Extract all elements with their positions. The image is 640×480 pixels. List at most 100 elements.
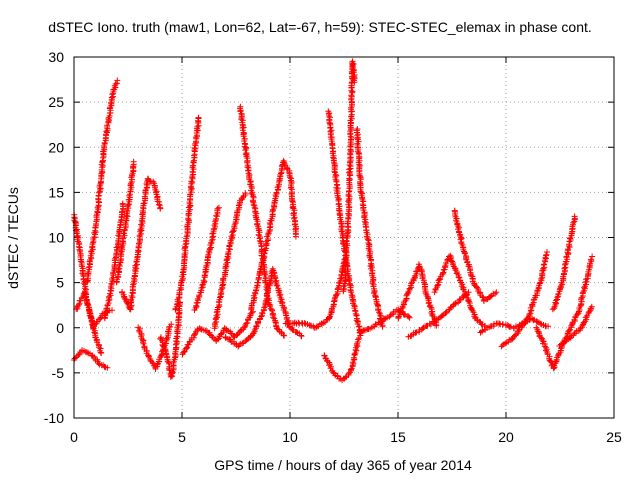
data-point bbox=[215, 304, 221, 311]
data-point bbox=[539, 337, 546, 344]
data-point bbox=[238, 116, 245, 123]
data-point bbox=[566, 327, 573, 334]
satellite-arc bbox=[356, 306, 413, 336]
data-point bbox=[160, 342, 166, 349]
x-axis-label: GPS time / hours of day 365 of year 2014 bbox=[214, 457, 472, 473]
satellite-arc bbox=[556, 303, 595, 349]
satellite-arc bbox=[172, 114, 202, 313]
x-tick-label: 10 bbox=[282, 429, 298, 445]
data-point bbox=[406, 314, 413, 321]
data-point bbox=[195, 114, 202, 121]
satellite-arc bbox=[431, 252, 489, 330]
data-point bbox=[571, 213, 578, 220]
data-point bbox=[544, 249, 550, 255]
data-point bbox=[350, 61, 357, 68]
data-point bbox=[188, 178, 195, 185]
data-point bbox=[109, 307, 115, 314]
data-point bbox=[354, 135, 361, 142]
data-point bbox=[107, 290, 113, 297]
data-point bbox=[192, 141, 199, 147]
data-point bbox=[95, 189, 102, 196]
data-point bbox=[583, 314, 590, 321]
data-point bbox=[269, 307, 276, 314]
y-tick-label: 10 bbox=[48, 230, 64, 246]
data-point bbox=[273, 282, 280, 288]
y-tick-label: 30 bbox=[48, 49, 64, 65]
data-point bbox=[320, 319, 327, 326]
data-points bbox=[71, 58, 596, 384]
data-point bbox=[112, 81, 119, 87]
data-point bbox=[289, 198, 296, 205]
data-point bbox=[169, 369, 176, 376]
data-point bbox=[336, 207, 343, 214]
data-point bbox=[113, 244, 120, 251]
data-point bbox=[355, 323, 362, 330]
data-point bbox=[250, 330, 257, 336]
data-point bbox=[244, 319, 251, 326]
x-tick-label: 5 bbox=[178, 429, 186, 445]
data-point bbox=[474, 284, 480, 291]
data-point bbox=[541, 261, 548, 268]
data-point bbox=[272, 319, 279, 326]
data-point bbox=[214, 205, 221, 212]
data-point bbox=[230, 228, 237, 235]
data-point bbox=[124, 300, 131, 307]
data-point bbox=[350, 354, 357, 361]
data-point bbox=[157, 205, 164, 212]
data-point bbox=[254, 279, 261, 286]
data-point bbox=[103, 128, 110, 135]
data-point bbox=[555, 290, 562, 297]
data-point bbox=[554, 294, 561, 301]
data-point bbox=[215, 204, 222, 211]
data-point bbox=[589, 253, 596, 260]
satellite-arc bbox=[405, 289, 472, 340]
data-point bbox=[213, 309, 220, 316]
data-point bbox=[439, 312, 446, 319]
data-point bbox=[228, 233, 235, 240]
data-point bbox=[298, 333, 305, 340]
satellite-arc bbox=[101, 200, 127, 322]
data-point bbox=[537, 320, 544, 327]
data-point bbox=[562, 261, 568, 268]
data-point bbox=[538, 275, 545, 282]
data-point bbox=[349, 88, 356, 95]
data-point bbox=[404, 290, 411, 297]
y-tick-label: 5 bbox=[56, 275, 64, 291]
data-point bbox=[211, 320, 218, 327]
data-point bbox=[364, 236, 371, 243]
data-point bbox=[433, 322, 440, 329]
data-point bbox=[150, 362, 157, 369]
satellite-arc bbox=[71, 347, 111, 371]
data-point bbox=[405, 313, 412, 320]
data-point bbox=[493, 289, 500, 296]
satellite-arc bbox=[222, 265, 305, 350]
data-point bbox=[136, 240, 142, 247]
data-point bbox=[133, 265, 140, 272]
data-point bbox=[185, 341, 192, 348]
y-tick-labels: -10 -5 0 5 10 15 20 25 30 bbox=[44, 49, 64, 426]
y-axis-label: dSTEC / TECUs bbox=[5, 187, 21, 289]
data-point bbox=[235, 202, 242, 209]
data-point bbox=[191, 152, 198, 159]
data-point bbox=[102, 310, 109, 317]
satellite-arc bbox=[568, 253, 596, 331]
data-point bbox=[587, 256, 594, 263]
data-point bbox=[406, 285, 413, 292]
data-point bbox=[331, 168, 338, 175]
data-point bbox=[588, 303, 595, 310]
data-point bbox=[542, 347, 549, 354]
data-point bbox=[333, 291, 340, 298]
data-point bbox=[168, 321, 175, 328]
data-point bbox=[468, 272, 475, 279]
data-point bbox=[346, 175, 353, 182]
data-point bbox=[479, 293, 486, 300]
data-point bbox=[330, 154, 337, 161]
data-point bbox=[351, 79, 358, 86]
satellite-arc bbox=[211, 190, 249, 332]
data-point bbox=[258, 313, 265, 320]
satellite-arc bbox=[83, 77, 121, 285]
data-point bbox=[119, 200, 126, 207]
data-point bbox=[103, 306, 110, 312]
data-point bbox=[101, 363, 108, 370]
data-point bbox=[198, 285, 205, 291]
